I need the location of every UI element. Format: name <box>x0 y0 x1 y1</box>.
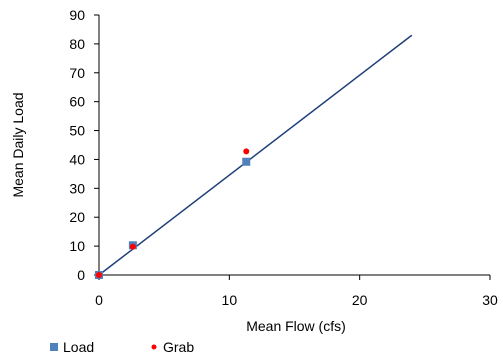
x-tick-label: 0 <box>95 292 103 308</box>
y-tick-label: 60 <box>69 94 85 110</box>
legend-grab-label: Grab <box>163 339 194 355</box>
legend-load-label: Load <box>63 339 94 355</box>
legend-load-marker <box>50 343 58 351</box>
y-tick-label: 30 <box>69 180 85 196</box>
y-tick-label: 40 <box>69 151 85 167</box>
grab-point <box>243 148 250 155</box>
legend-grab-marker <box>151 344 157 350</box>
y-tick-label: 70 <box>69 65 85 81</box>
y-tick-label: 0 <box>77 267 85 283</box>
grab-point <box>129 243 136 250</box>
x-axis-title: Mean Flow (cfs) <box>246 318 346 334</box>
load-point <box>242 157 251 166</box>
x-tick-label: 10 <box>222 292 238 308</box>
y-axis-title: Mean Daily Load <box>10 92 26 197</box>
legend: Load Grab <box>50 339 194 355</box>
y-tick-label: 20 <box>69 209 85 225</box>
y-tick-label: 80 <box>69 36 85 52</box>
y-tick-label: 10 <box>69 238 85 254</box>
fit-line <box>98 34 413 276</box>
x-tick-label: 30 <box>482 292 498 308</box>
chart-axes <box>98 15 490 276</box>
y-axis-ticks: 0 10 20 30 40 50 60 70 80 90 <box>69 7 99 283</box>
data-points <box>95 148 251 279</box>
y-tick-label: 90 <box>69 7 85 23</box>
x-tick-label: 20 <box>352 292 368 308</box>
y-tick-label: 50 <box>69 123 85 139</box>
fit-line-group <box>98 34 413 276</box>
x-axis-ticks: 0 10 20 30 <box>95 275 498 308</box>
grab-point <box>96 272 102 278</box>
